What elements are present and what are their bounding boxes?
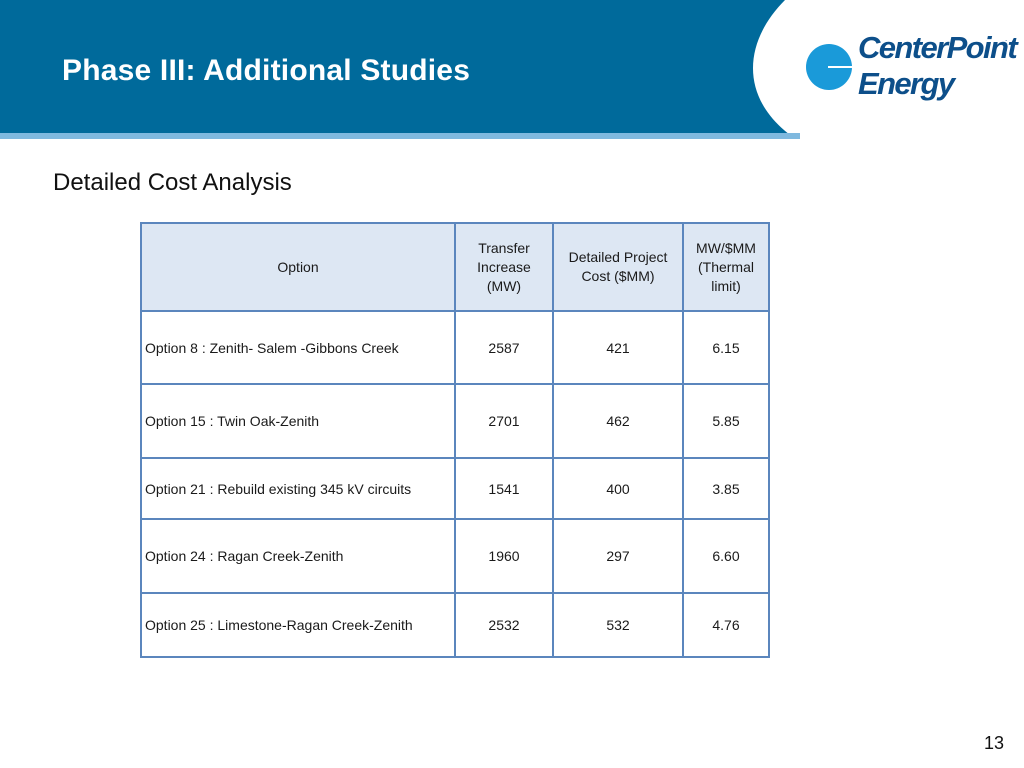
table-row: Option 8 : Zenith- Salem -Gibbons Creek … (140, 310, 770, 385)
cost-cell: 532 (552, 592, 684, 658)
logo-word-energy: Energy (858, 66, 955, 101)
ratio-cell: 3.85 (682, 457, 770, 520)
header-band (0, 0, 1024, 145)
cost-analysis-table: Option Transfer Increase (MW) Detailed P… (140, 222, 770, 658)
header-background (0, 0, 1024, 145)
logo-mark-line (828, 66, 868, 68)
header-mw-per-mm: MW/$MM (Thermal limit) (682, 222, 770, 312)
header-cost-line2: Cost ($MM) (581, 268, 655, 284)
header-blue-shape (0, 0, 790, 135)
table-row: Option 15 : Twin Oak-Zenith 2701 462 5.8… (140, 383, 770, 459)
slide-subtitle: Detailed Cost Analysis (53, 169, 292, 196)
transfer-cell: 1541 (454, 457, 554, 520)
transfer-cell: 2532 (454, 592, 554, 658)
header-ratio-line1: MW/$MM (696, 239, 756, 256)
header-cost-line1: Detailed Project (568, 249, 668, 265)
header-light-stripe (0, 133, 800, 139)
header-transfer-line1: Transfer (478, 239, 530, 256)
table-header-row: Option Transfer Increase (MW) Detailed P… (140, 222, 770, 312)
logo-word-centerpoint: CenterPoint (858, 30, 1018, 65)
ratio-cell: 4.76 (682, 592, 770, 658)
option-cell: Option 8 : Zenith- Salem -Gibbons Creek (140, 310, 456, 385)
centerpoint-energy-logo: CenterPoint Energy . (806, 28, 1018, 110)
option-cell: Option 25 : Limestone-Ragan Creek-Zenith (140, 592, 456, 658)
slide-title: Phase III: Additional Studies (62, 54, 471, 87)
header-transfer-line2: Increase (477, 258, 531, 275)
table-row: Option 25 : Limestone-Ragan Creek-Zenith… (140, 592, 770, 658)
table-row: Option 24 : Ragan Creek-Zenith 1960 297 … (140, 518, 770, 594)
logo-trademark: . (1005, 34, 1008, 43)
page-number: 13 (984, 733, 1005, 753)
ratio-cell: 6.60 (682, 518, 770, 594)
transfer-cell: 1960 (454, 518, 554, 594)
cost-cell: 462 (552, 383, 684, 459)
header-transfer-line3: (MW) (486, 277, 522, 294)
option-cell: Option 24 : Ragan Creek-Zenith (140, 518, 456, 594)
header-project-cost: Detailed Project Cost ($MM) (552, 222, 684, 312)
header-ratio-line3: limit) (711, 277, 741, 294)
transfer-cell: 2587 (454, 310, 554, 385)
cost-cell: 421 (552, 310, 684, 385)
header-transfer-increase: Transfer Increase (MW) (454, 222, 554, 312)
option-cell: Option 21 : Rebuild existing 345 kV circ… (140, 457, 456, 520)
cost-cell: 297 (552, 518, 684, 594)
cost-cell: 400 (552, 457, 684, 520)
header-option: Option (140, 222, 456, 312)
ratio-cell: 5.85 (682, 383, 770, 459)
header-ratio-line2: (Thermal (697, 258, 754, 275)
table-row: Option 21 : Rebuild existing 345 kV circ… (140, 457, 770, 520)
transfer-cell: 2701 (454, 383, 554, 459)
option-cell: Option 15 : Twin Oak-Zenith (140, 383, 456, 459)
ratio-cell: 6.15 (682, 310, 770, 385)
